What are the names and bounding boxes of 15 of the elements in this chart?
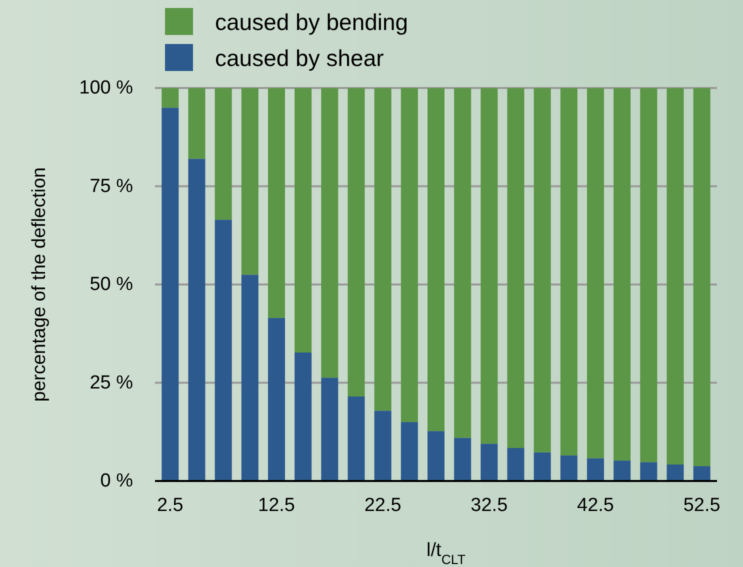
x-axis-title: l/t$_{CLT}$ xyxy=(426,540,466,566)
x-tick-label: 42.5 xyxy=(577,495,614,516)
legend-label: caused by bending xyxy=(215,9,408,35)
x-tick-label: 2.5 xyxy=(156,495,184,516)
x-tick-label: 22.5 xyxy=(364,495,402,516)
legend-label: caused by shear xyxy=(215,45,384,71)
y-tick-label: 75 % xyxy=(90,176,134,197)
y-tick-label: 0 % xyxy=(100,470,134,492)
y-axis-title: percentage of the deflection xyxy=(29,167,50,402)
y-tick-label: 100 % xyxy=(79,78,134,98)
y-tick-label: 50 % xyxy=(90,274,134,295)
y-tick-label: 25 % xyxy=(90,372,134,394)
x-tick-label: 52.5 xyxy=(683,495,720,516)
x-tick-label: 12.5 xyxy=(258,495,295,516)
x-tick-label: 32.5 xyxy=(470,495,508,516)
